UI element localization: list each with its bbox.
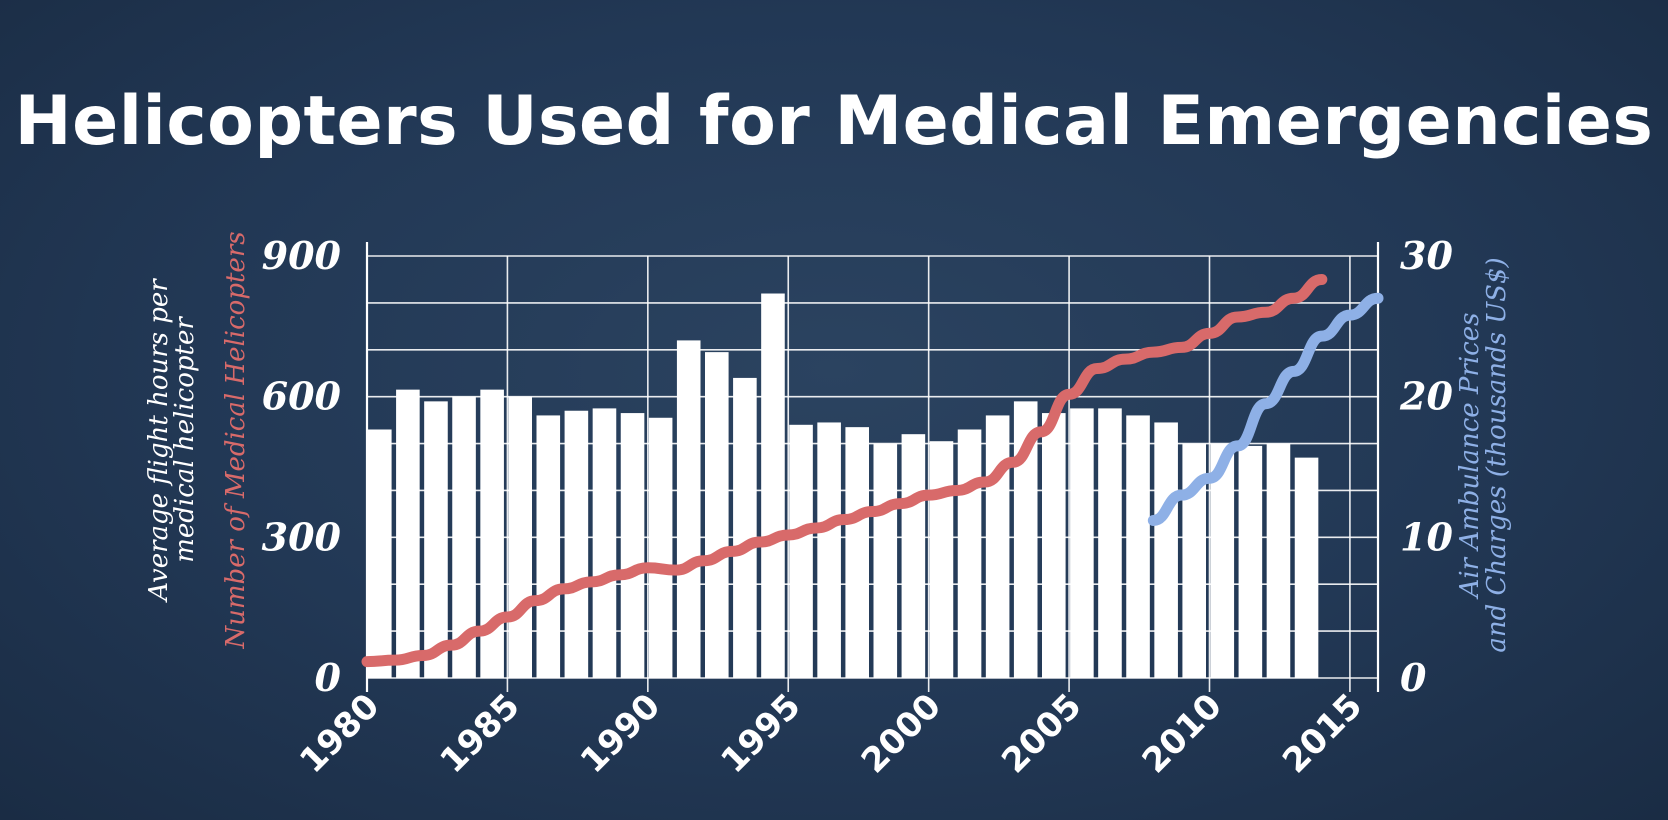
bar-1983 — [452, 396, 476, 678]
bar-1992 — [705, 352, 729, 678]
bar-1985 — [508, 396, 533, 678]
right-tick-label: 20 — [1399, 374, 1453, 419]
bar-1990 — [648, 417, 673, 678]
left-tick-label: 600 — [262, 374, 342, 419]
x-tick-label: 2005 — [994, 686, 1089, 781]
bar-1988 — [592, 408, 617, 678]
x-tick-label: 1990 — [573, 686, 668, 781]
bar-1996 — [817, 422, 841, 678]
bar-1995 — [789, 424, 813, 678]
right-tick-label: 0 — [1400, 655, 1427, 700]
bar-2004 — [1042, 413, 1066, 678]
bar-2010 — [1210, 443, 1235, 678]
x-tick-label: 2000 — [854, 686, 949, 781]
bar-2012 — [1266, 443, 1291, 678]
bar-2011 — [1238, 445, 1263, 678]
line-layer — [361, 273, 1384, 668]
right-tick-label: 30 — [1400, 233, 1453, 278]
left-axis-title-red: Number of Medical Helicopters — [221, 231, 251, 649]
bar-2001 — [957, 429, 982, 678]
bar-2008 — [1154, 422, 1178, 678]
right-axis-title-line2: and Charges (thousands US$) — [1482, 257, 1512, 652]
grid-layer — [365, 242, 1380, 692]
bar-1986 — [536, 415, 561, 678]
bar-2006 — [1098, 408, 1122, 678]
bar-1997 — [845, 427, 870, 678]
bar-2007 — [1126, 415, 1150, 678]
bar-1984 — [480, 389, 504, 678]
bar-2005 — [1070, 408, 1094, 678]
helicopter-count-line — [361, 273, 1328, 668]
bar-1989 — [620, 413, 645, 678]
left-tick-label: 300 — [262, 514, 342, 559]
x-tick-label: 2010 — [1135, 686, 1230, 781]
chart-title: Helicopters Used for Medical Emergencies — [14, 82, 1654, 161]
bar-2013 — [1294, 457, 1319, 678]
x-tick-label: 1980 — [292, 686, 387, 781]
bar-1999 — [901, 434, 926, 678]
x-tick-label: 2015 — [1275, 686, 1370, 781]
bar-1993 — [733, 377, 757, 678]
bar-1982 — [424, 401, 448, 678]
bar-2003 — [1013, 401, 1038, 678]
x-tick-label: 1985 — [433, 686, 528, 781]
bar-2002 — [985, 415, 1010, 678]
bar-1994 — [761, 293, 785, 678]
right-axis-title-line1: Air Ambulance Prices — [1455, 313, 1485, 600]
ambulance-price-line — [1147, 292, 1384, 526]
bar-1987 — [564, 410, 589, 678]
left-axis-title-line1: Average flight hours per — [144, 278, 174, 603]
bar-1981 — [396, 389, 420, 678]
bar-1998 — [873, 443, 898, 678]
bar-1980 — [368, 429, 392, 678]
bar-2000 — [929, 441, 954, 678]
left-tick-label: 0 — [315, 655, 342, 700]
left-tick-label: 900 — [262, 233, 342, 278]
bar-1991 — [676, 340, 701, 678]
right-tick-label: 10 — [1400, 514, 1453, 559]
x-tick-label: 1995 — [713, 686, 808, 781]
left-axis-title-line2: medical helicopter — [170, 316, 200, 563]
bar-2009 — [1182, 443, 1207, 678]
